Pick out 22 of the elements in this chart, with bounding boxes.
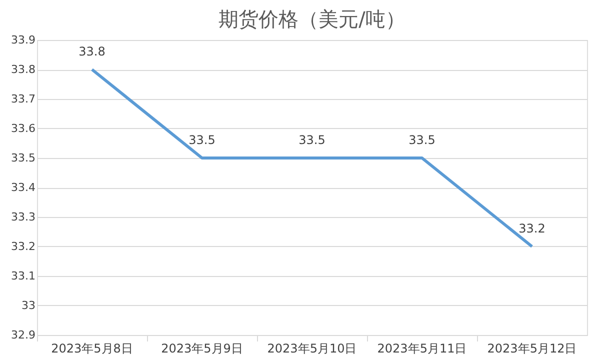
y-tick-label: 33.9 [11, 34, 36, 46]
y-tick-label: 33.3 [11, 210, 36, 224]
data-label: 33.5 [298, 133, 326, 147]
data-label: 33.2 [518, 222, 546, 236]
x-tick-label: 2023年5月9日 [161, 342, 243, 356]
chart-title: 期货价格（美元/吨） [218, 7, 406, 31]
y-tick-label: 33 [22, 299, 36, 312]
y-tick-label: 33.8 [11, 63, 36, 76]
x-tick-label: 2023年5月12日 [487, 342, 577, 356]
y-tick-label: 33.5 [11, 152, 36, 164]
y-tick-label: 32.9 [11, 328, 36, 342]
x-tick-label: 2023年5月11日 [377, 342, 467, 356]
y-tick-label: 33.4 [11, 181, 36, 194]
x-tick-label: 2023年5月10日 [267, 342, 357, 356]
y-tick-label: 33.1 [11, 270, 36, 282]
y-tick-label: 33.7 [11, 92, 36, 106]
y-tick-label: 33.2 [11, 240, 36, 253]
y-tick-label: 33.6 [11, 122, 36, 135]
data-label: 33.5 [188, 133, 216, 147]
data-label: 33.8 [78, 44, 106, 58]
x-tick-label: 2023年5月8日 [51, 342, 133, 356]
data-label: 33.5 [408, 133, 436, 147]
